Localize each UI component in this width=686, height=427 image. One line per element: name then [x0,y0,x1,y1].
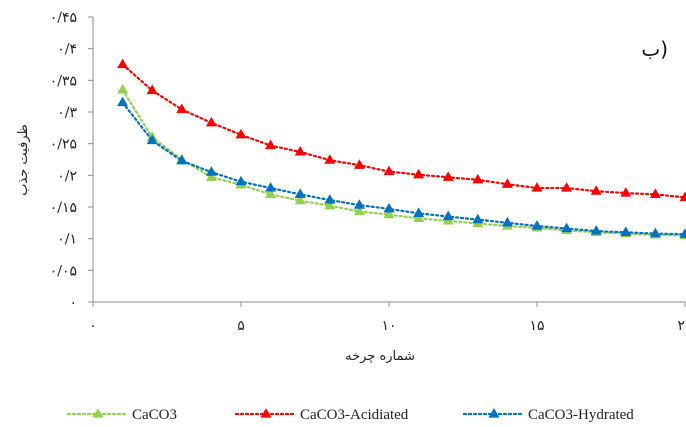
data-point [561,222,573,233]
y-tick-label: ۰/۳۵ [50,73,77,89]
legend-swatch-marker [488,408,500,418]
series-caco3 [117,83,686,240]
legend-item: CaCO3 [66,407,177,423]
legend-item: CaCO3-Hydrated [462,407,634,423]
data-point [501,178,513,188]
data-point [649,188,661,198]
data-point [117,96,129,107]
data-point [265,188,277,198]
x-axis-title: شماره چرخه [345,349,415,364]
y-tick-labels: ۰ ۰/۰۵ ۰/۱ ۰/۱۵ ۰/۲ ۰/۲۵ ۰/۳ ۰/۳۵ ۰/۴ ۰/۴۵ [50,10,93,311]
data-point [235,175,247,186]
series-layer [117,58,686,240]
series-line [121,63,686,199]
data-point [353,199,365,209]
data-point [146,84,158,95]
data-point [294,194,306,205]
legend-swatch-marker [260,408,272,418]
data-point [501,216,513,227]
y-tick-label: ۰/۴۵ [50,10,77,26]
data-point [294,145,306,156]
data-point [383,165,395,176]
data-point [176,154,188,165]
data-point [413,207,425,217]
data-point [324,194,336,204]
data-point [620,187,632,197]
data-point [205,171,217,181]
legend-label: CaCO3-Acidiated [300,407,409,423]
data-point [472,213,484,224]
data-point [265,182,277,192]
y-tick-label: ۰/۰۵ [50,263,77,279]
data-point [649,227,661,238]
data-point [294,188,306,198]
data-point [561,182,573,192]
panel-label: ب) [641,37,668,61]
legend-swatch-marker [92,408,104,418]
data-point [146,134,158,145]
legend-label: CaCO3-Hydrated [528,407,634,423]
data-point [590,185,602,195]
y-tick-label: ۰/۳ [57,105,77,121]
x-tick-label: ۰ [89,318,97,334]
data-point [472,173,484,184]
legend-item: CaCO3-Acidiated [234,407,409,423]
y-tick-label: ۰/۴ [57,42,77,58]
data-point [531,182,543,192]
data-point [413,212,425,223]
data-point [590,225,602,235]
data-point [205,116,217,127]
data-point [383,208,395,219]
data-point [235,128,247,139]
data-point [353,205,365,216]
y-tick-label: ۰ [69,295,77,311]
data-point [383,202,395,213]
series-line [121,88,686,237]
x-tick-labels: ۰ ۵ ۱۰ ۱۵ ۲۰ [89,302,686,334]
data-point [117,58,129,69]
y-tick-label: ۰/۱ [57,232,77,248]
y-tick-label: ۰/۲۵ [50,137,77,153]
y-tick-label: ۰/۱۵ [50,200,77,216]
data-point [442,171,454,181]
data-point [353,159,365,169]
data-point [620,226,632,236]
x-tick-label: ۱۵ [529,318,544,334]
series-caco3-hydrated [117,96,686,238]
series-caco3-acidiated [117,58,686,202]
legend: CaCO3 CaCO3-Acidiated CaCO3-Hydrated [66,407,634,423]
x-tick-label: ۲۰ [677,318,686,334]
data-point [679,228,686,238]
legend-label: CaCO3 [132,407,177,423]
data-point [265,139,277,150]
data-point [205,166,217,176]
x-tick-label: ۱۰ [381,318,396,334]
data-point [324,154,336,164]
data-point [531,220,543,230]
y-tick-label: ۰/۲ [57,168,77,184]
data-point [413,168,425,179]
y-axis-title: ظرفیت جذب [16,124,31,196]
data-point [442,210,454,221]
data-point [117,83,129,94]
data-point [176,103,188,114]
x-tick-label: ۵ [237,318,245,334]
data-point [679,191,686,202]
series-line [121,101,686,236]
data-point [324,199,336,210]
